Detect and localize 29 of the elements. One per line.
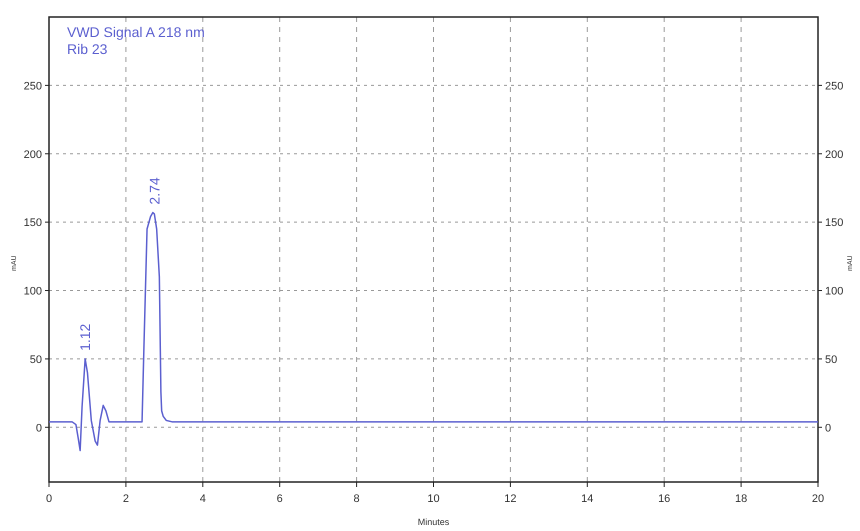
x-tick-label: 16: [658, 493, 670, 505]
y2-tick-label: 0: [825, 422, 832, 434]
annotation: 2.74: [146, 177, 162, 205]
y2-tick-label: 250: [825, 80, 844, 92]
y-tick-label: 0: [36, 422, 42, 434]
text: VWD Signal A 218 nm: [67, 24, 205, 40]
y2-tick-label: 200: [825, 148, 844, 161]
x-tick-label: 8: [354, 493, 360, 505]
y2-tick-label: 150: [825, 217, 844, 230]
annotation: 1.12: [77, 323, 94, 351]
x-tick-label: 12: [504, 493, 517, 505]
line-series: [48, 212, 819, 452]
x-tick-label: 14: [581, 493, 594, 505]
text: Rib 23: [67, 41, 108, 57]
x-tick-label: 6: [276, 493, 283, 505]
y-tick-label: 50: [30, 354, 42, 366]
y2-tick-label: 100: [825, 286, 844, 298]
y2-tick-label: 50: [825, 354, 838, 366]
x-tick-label: 20: [812, 493, 824, 505]
x-tick-label: 2: [122, 493, 129, 505]
y-tick-label: 100: [24, 286, 42, 298]
y-tick-label: 200: [24, 148, 42, 161]
x-axis-title: Minutes: [418, 517, 450, 527]
y-tick-label: 150: [24, 217, 42, 230]
x-tick-label: 10: [427, 493, 440, 505]
y-tick-label: 250: [24, 80, 42, 92]
x-tick-label: 0: [46, 493, 52, 505]
x-tick-label: 4: [200, 493, 206, 505]
x-tick-label: 18: [734, 493, 748, 505]
